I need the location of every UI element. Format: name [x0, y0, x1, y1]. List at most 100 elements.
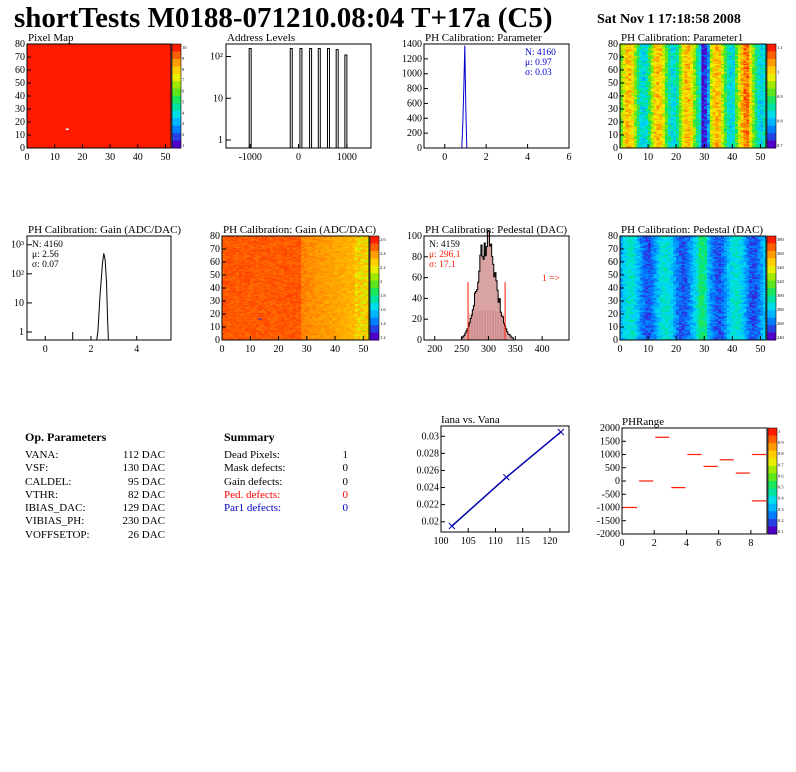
heatmap-cell — [721, 51, 725, 54]
heatmap-cell — [754, 144, 758, 146]
heatmap-cell — [639, 132, 643, 135]
heatmap-cell — [673, 50, 677, 53]
heatmap-cell — [698, 64, 702, 67]
heatmap-cell — [662, 64, 666, 67]
heatmap-cell — [754, 123, 758, 125]
heatmap-cell — [622, 123, 627, 125]
heatmap-cell — [743, 106, 747, 109]
heatmap-cell — [684, 58, 688, 60]
heatmap-cell — [743, 114, 747, 116]
heatmap-cell — [732, 136, 736, 138]
heatmap-cell — [222, 304, 226, 307]
heatmap-cell — [754, 53, 758, 55]
heatmap-cell — [625, 106, 629, 109]
heatmap-cell — [625, 137, 629, 140]
heatmap-cell — [622, 114, 627, 116]
heatmap-cell — [684, 102, 688, 105]
heatmap-cell — [698, 54, 702, 57]
heatmap-cell — [749, 142, 753, 145]
heatmap-cell — [222, 246, 226, 249]
heatmap-cell — [757, 68, 761, 71]
heatmap-cell — [639, 46, 643, 49]
heatmap-cell — [723, 137, 728, 140]
heatmap-cell — [726, 53, 730, 55]
heatmap-cell — [230, 267, 234, 269]
heatmap-cell — [729, 86, 733, 89]
heatmap-cell — [241, 242, 246, 245]
heatmap-cell — [227, 238, 231, 241]
heatmap-cell — [698, 90, 702, 93]
heatmap-cell — [233, 295, 237, 298]
x-tick-label: 50 — [160, 152, 170, 163]
palette-swatch — [767, 118, 776, 127]
heatmap-cell — [701, 72, 705, 75]
heatmap-cell — [233, 321, 237, 324]
heatmap-cell — [743, 140, 747, 142]
heatmap-cell — [760, 66, 764, 68]
heatmap-cell — [622, 66, 627, 68]
heatmap-cell — [751, 97, 756, 99]
heatmap-cell — [729, 85, 733, 88]
heatmap-cell — [746, 73, 750, 76]
heatmap-cell — [678, 129, 683, 132]
heatmap-cell — [233, 319, 237, 321]
heatmap-cell — [740, 94, 744, 97]
heatmap-cell — [740, 49, 744, 51]
heatmap-cell — [690, 88, 694, 90]
heatmap-cell — [735, 141, 739, 144]
heatmap-cell — [715, 110, 719, 112]
heatmap-cell — [712, 99, 716, 102]
heatmap-cell — [737, 142, 742, 145]
heatmap-cell — [634, 55, 638, 58]
heatmap-cell — [737, 114, 742, 116]
heatmap-cell — [746, 129, 750, 132]
heatmap-cell — [704, 137, 708, 140]
heatmap-cell — [760, 123, 764, 125]
heatmap-cell — [639, 88, 643, 90]
heatmap-cell — [760, 50, 764, 53]
heatmap-cell — [667, 73, 671, 76]
heatmap-cell — [707, 83, 711, 85]
heatmap-cell — [698, 97, 702, 99]
heatmap-cell — [653, 55, 657, 58]
heatmap-cell — [667, 110, 671, 112]
heatmap-cell — [681, 51, 685, 54]
heatmap-cell — [746, 84, 750, 86]
heatmap-cell — [757, 88, 761, 90]
heatmap-cell — [712, 84, 716, 86]
heatmap-cell — [684, 84, 688, 86]
heatmap-cell — [620, 129, 624, 132]
heatmap-cell — [726, 58, 730, 60]
heatmap-cell — [684, 138, 688, 141]
heatmap-cell — [676, 107, 680, 110]
heatmap-cell — [743, 77, 747, 80]
heatmap-cell — [693, 85, 697, 88]
heatmap-cell — [712, 76, 716, 79]
heatmap-cell — [737, 115, 742, 118]
heatmap-cell — [751, 124, 756, 127]
heatmap-cell — [625, 62, 629, 64]
heatmap-cell — [698, 118, 702, 120]
heatmap-cell — [721, 80, 725, 83]
heatmap-cell — [704, 110, 708, 112]
heatmap-cell — [676, 115, 680, 118]
heatmap-cell — [625, 84, 629, 86]
heatmap-cell — [678, 89, 683, 92]
heatmap-cell — [718, 84, 722, 86]
heatmap-cell — [639, 75, 643, 77]
heatmap-cell — [729, 99, 733, 102]
heatmap-cell — [737, 112, 742, 115]
heatmap-cell — [709, 81, 714, 84]
heatmap-cell — [723, 114, 728, 116]
heatmap-cell — [707, 132, 711, 135]
heatmap-cell — [704, 122, 708, 124]
heatmap-cell — [729, 128, 733, 131]
heatmap-cell — [709, 124, 714, 127]
heatmap-cell — [681, 96, 685, 98]
heatmap-cell — [754, 70, 758, 72]
heatmap-cell — [760, 90, 764, 93]
heatmap-cell — [634, 142, 638, 145]
heatmap-cell — [642, 84, 646, 86]
heatmap-cell — [732, 122, 736, 124]
heatmap-cell — [721, 75, 725, 77]
